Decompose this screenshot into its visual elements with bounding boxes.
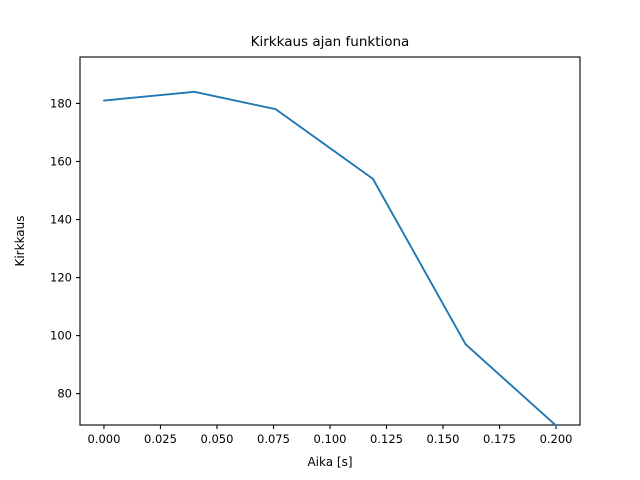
x-tick-label: 0.125: [370, 432, 403, 446]
y-tick-label: 160: [50, 154, 72, 168]
y-tick-label: 80: [57, 387, 72, 401]
y-axis-ticks: 80 100 120 140 160 180: [50, 96, 80, 401]
y-axis-label: Kirkkaus: [13, 215, 27, 266]
x-tick-label: 0.150: [427, 432, 460, 446]
x-tick-label: 0.200: [540, 432, 573, 446]
y-tick-label: 100: [50, 329, 72, 343]
chart-title: Kirkkaus ajan funktiona: [251, 34, 410, 50]
x-tick-label: 0.050: [201, 432, 234, 446]
y-tick-label: 120: [50, 271, 72, 285]
x-tick-label: 0.075: [257, 432, 290, 446]
y-tick-label: 140: [50, 213, 72, 227]
x-tick-label: 0.025: [144, 432, 177, 446]
data-line-kirkkaus: [103, 90, 557, 427]
y-tick-label: 180: [50, 96, 72, 110]
x-axis-label: Aika [s]: [307, 455, 352, 469]
x-tick-label: 0.175: [483, 432, 516, 446]
x-axis-ticks: 0.000 0.025 0.050 0.075 0.100 0.125 0.150 0.175…: [87, 425, 573, 446]
x-tick-label: 0.000: [87, 432, 120, 446]
x-tick-label: 0.100: [314, 432, 347, 446]
